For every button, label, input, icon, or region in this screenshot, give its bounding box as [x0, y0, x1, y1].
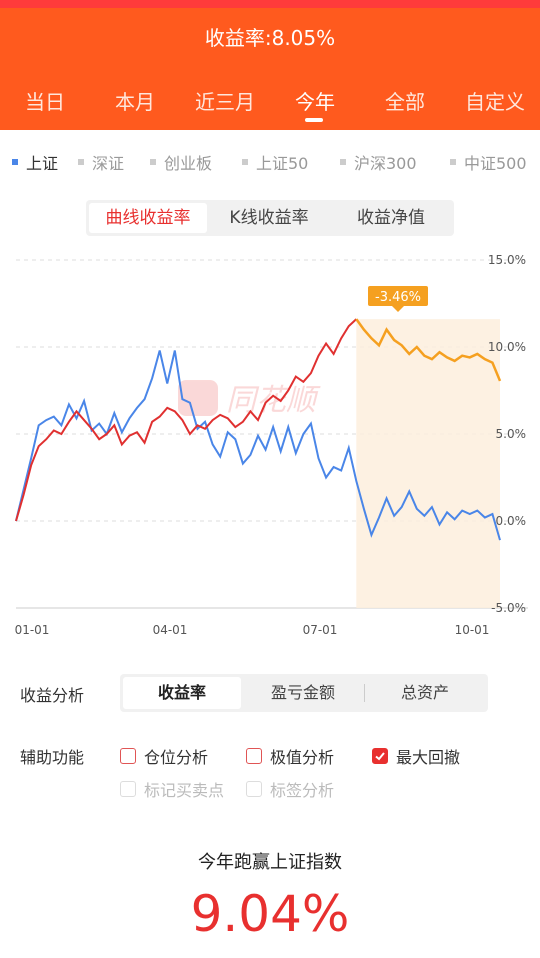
- chart-marks: [15, 318, 502, 541]
- mode-kline-return[interactable]: K线收益率: [229, 208, 309, 228]
- y-tick-label: 5.0%: [496, 427, 527, 441]
- checkbox-icon: [120, 781, 136, 797]
- y-tick-label: 10.0%: [488, 340, 526, 354]
- series-return-drawdown-line: [355, 318, 502, 382]
- drawdown-region: [356, 319, 500, 608]
- y-tick-label: -5.0%: [491, 601, 526, 615]
- return-rate-title: 收益率:8.05%: [204, 26, 336, 50]
- drawdown-label-bg: [368, 286, 428, 306]
- watermark-text: 同花顺: [226, 383, 321, 418]
- analysis-total-assets[interactable]: 总资产: [400, 683, 449, 702]
- checkmark-icon: [375, 752, 385, 761]
- period-tabs: 当日 本月 近三月 今年 全部 自定义: [0, 86, 540, 116]
- tab-three-months[interactable]: 近三月: [195, 90, 255, 114]
- aux-label: 辅助功能: [20, 748, 85, 767]
- legend-csi500[interactable]: 中证500: [450, 150, 527, 174]
- legend-label: 上证: [26, 154, 59, 173]
- checkbox-icon: [246, 781, 262, 797]
- y-tick-label: 0.0%: [496, 514, 527, 528]
- checkbox-checked-icon: [372, 748, 388, 764]
- chart-mode-switch: 曲线收益率 K线收益率 收益净值: [86, 200, 454, 236]
- y-axis-labels: 15.0% 10.0% 5.0% 0.0% -5.0%: [488, 253, 526, 615]
- check-max-drawdown[interactable]: 最大回撤: [372, 744, 460, 768]
- series-shanghai-line: [15, 350, 501, 541]
- divider: [364, 684, 365, 702]
- legend-chinext[interactable]: 创业板: [150, 150, 212, 174]
- check-position-analysis[interactable]: 仓位分析: [120, 744, 208, 768]
- drawdown-label: -3.46%: [368, 286, 428, 312]
- index-legend: 上证 深证 创业板 上证50 沪深300 中证500: [0, 150, 540, 174]
- checkbox-icon: [120, 748, 136, 764]
- analysis-label: 收益分析: [20, 686, 85, 705]
- check-label: 极值分析: [270, 748, 335, 767]
- legend-shenzhen[interactable]: 深证: [78, 150, 124, 174]
- watermark-logo-icon: [178, 380, 218, 416]
- watermark: 同花顺: [178, 380, 321, 418]
- y-tick-label: 15.0%: [488, 253, 526, 267]
- legend-dot-icon: [78, 159, 84, 165]
- tab-custom[interactable]: 自定义: [465, 90, 525, 114]
- legend-label: 沪深300: [354, 154, 417, 173]
- analysis-return-rate[interactable]: 收益率: [123, 677, 241, 709]
- x-tick-label: 04-01: [153, 623, 188, 637]
- check-label: 标记买卖点: [144, 781, 225, 800]
- chart-svg: 同花顺 -3.46% 15.0% 10.0% 5.0% 0.0% -5.0% 01-01…: [15, 253, 528, 637]
- check-extreme-analysis[interactable]: 极值分析: [246, 744, 334, 768]
- check-tag-analysis: 标签分析: [246, 777, 334, 801]
- check-mark-trades: 标记买卖点: [120, 777, 224, 801]
- x-axis-labels: 01-01 04-01 07-01 10-01: [15, 623, 490, 637]
- legend-dot-icon: [340, 159, 346, 165]
- analysis-switch: 收益率 盈亏金额 总资产: [120, 674, 488, 712]
- legend-dot-icon: [150, 159, 156, 165]
- top-header: 收益率:8.05% 当日 本月 近三月 今年 全部 自定义: [0, 0, 540, 130]
- check-label: 仓位分析: [144, 748, 209, 767]
- summary-text: 今年跑赢上证指数: [198, 852, 342, 873]
- legend-label: 深证: [92, 154, 125, 173]
- drawdown-label-pointer: [392, 306, 404, 312]
- tab-month[interactable]: 本月: [115, 90, 155, 114]
- series-return-line: [15, 318, 357, 522]
- drawdown-label-text: -3.46%: [375, 290, 421, 305]
- legend-dot-icon: [12, 159, 18, 165]
- legend-dot-icon: [450, 159, 456, 165]
- tab-this-year[interactable]: 今年: [295, 90, 335, 114]
- outperform-value: 9.04%: [190, 885, 350, 943]
- tab-all[interactable]: 全部: [385, 90, 425, 114]
- check-label: 最大回撤: [396, 748, 461, 767]
- x-tick-label: 10-01: [455, 623, 490, 637]
- analysis-profit-amount[interactable]: 盈亏金额: [270, 683, 335, 702]
- check-label: 标签分析: [270, 781, 335, 800]
- x-tick-label: 01-01: [15, 623, 50, 637]
- legend-shanghai[interactable]: 上证: [12, 150, 58, 174]
- legend-csi300[interactable]: 沪深300: [340, 150, 417, 174]
- tab-today[interactable]: 当日: [25, 90, 65, 114]
- mode-curve-return[interactable]: 曲线收益率: [89, 203, 207, 233]
- checkbox-icon: [246, 748, 262, 764]
- mode-net-value[interactable]: 收益净值: [357, 208, 425, 228]
- legend-dot-icon: [242, 159, 248, 165]
- legend-label: 中证500: [464, 154, 527, 173]
- legend-sse50[interactable]: 上证50: [242, 150, 308, 174]
- return-chart[interactable]: 同花顺 -3.46% 15.0% 10.0% 5.0% 0.0% -5.0% 01-01…: [0, 250, 540, 650]
- legend-label: 创业板: [164, 154, 213, 173]
- active-tab-indicator: [305, 118, 323, 122]
- legend-label: 上证50: [256, 154, 309, 173]
- status-strip: [0, 0, 540, 8]
- x-tick-label: 07-01: [303, 623, 338, 637]
